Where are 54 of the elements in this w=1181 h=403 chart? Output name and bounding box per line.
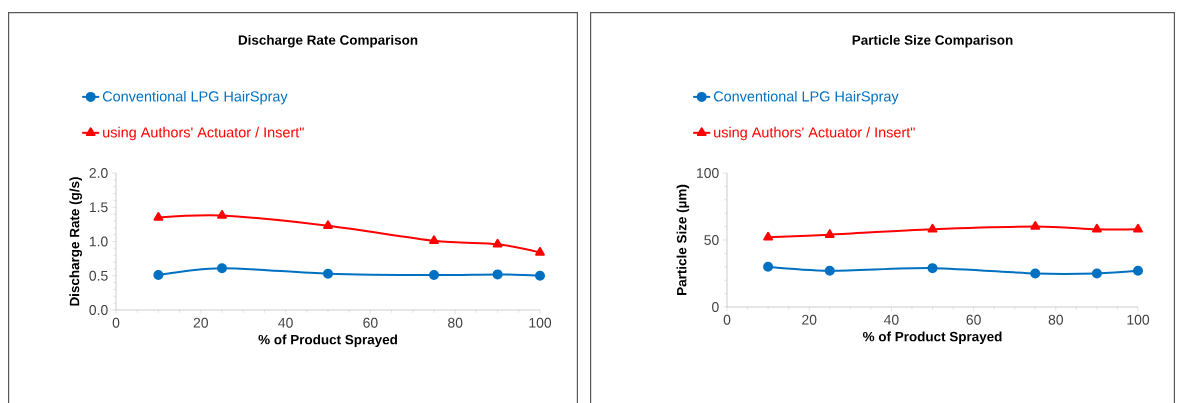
point <box>1030 221 1041 230</box>
legend-label: Conventional LPG HairSpray <box>713 90 899 105</box>
y-axis-title: Particle Size (µm) <box>676 184 690 295</box>
x-tick-label: 100 <box>529 317 552 328</box>
x-tick-label: 0 <box>112 317 120 328</box>
y-tick-label: 1.5 <box>89 202 108 213</box>
legend-label: Conventional LPG HairSpray <box>102 90 288 105</box>
point <box>492 269 503 280</box>
point <box>927 263 938 274</box>
point <box>1030 268 1041 279</box>
point <box>1133 265 1144 276</box>
legend-label: using Authors' Actuator / Insert" <box>103 126 304 141</box>
point <box>153 212 164 221</box>
point <box>1133 223 1143 233</box>
y-tick-label: 2.0 <box>89 168 108 178</box>
point <box>323 268 333 279</box>
chart-title: Discharge Rate Comparison <box>238 34 418 48</box>
point <box>763 231 774 241</box>
point <box>1091 268 1102 279</box>
x-tick-label: 40 <box>278 317 293 328</box>
y-tick-label: 100 <box>697 168 719 178</box>
x-axis-title: % of Product Sprayed <box>862 331 1002 345</box>
x-tick-label: 0 <box>723 314 731 325</box>
x-tick-label: 40 <box>883 314 899 325</box>
point <box>429 270 439 281</box>
point <box>535 270 545 281</box>
y-tick-label: 0.5 <box>89 270 108 281</box>
point <box>323 220 333 229</box>
x-tick-label: 20 <box>802 314 817 325</box>
point <box>1092 223 1102 233</box>
point <box>217 209 227 219</box>
x-tick-label: 100 <box>1127 314 1150 325</box>
point <box>824 229 835 238</box>
x-tick-label: 80 <box>1048 314 1064 325</box>
point <box>927 223 938 233</box>
chart-title: Particle Size Comparison <box>852 34 1013 48</box>
point <box>763 261 774 272</box>
y-tick-label: 1.0 <box>89 236 108 247</box>
x-tick-label: 60 <box>363 317 378 328</box>
y-axis-title: Discharge Rate (g/s) <box>69 177 82 306</box>
point <box>429 235 439 245</box>
x-tick-label: 80 <box>448 317 463 328</box>
point <box>492 238 503 248</box>
x-tick-label: 60 <box>966 314 981 325</box>
point <box>824 265 835 276</box>
x-axis-title: % of Product Sprayed <box>258 334 397 348</box>
point <box>217 263 227 274</box>
point <box>535 246 545 256</box>
y-tick-label: 0.0 <box>89 305 108 315</box>
legend-label: using Authors' Actuator / Insert" <box>714 126 915 141</box>
y-tick-label: 0 <box>712 302 719 312</box>
y-tick-label: 50 <box>704 235 719 245</box>
x-tick-label: 20 <box>193 317 209 328</box>
point <box>153 270 164 281</box>
